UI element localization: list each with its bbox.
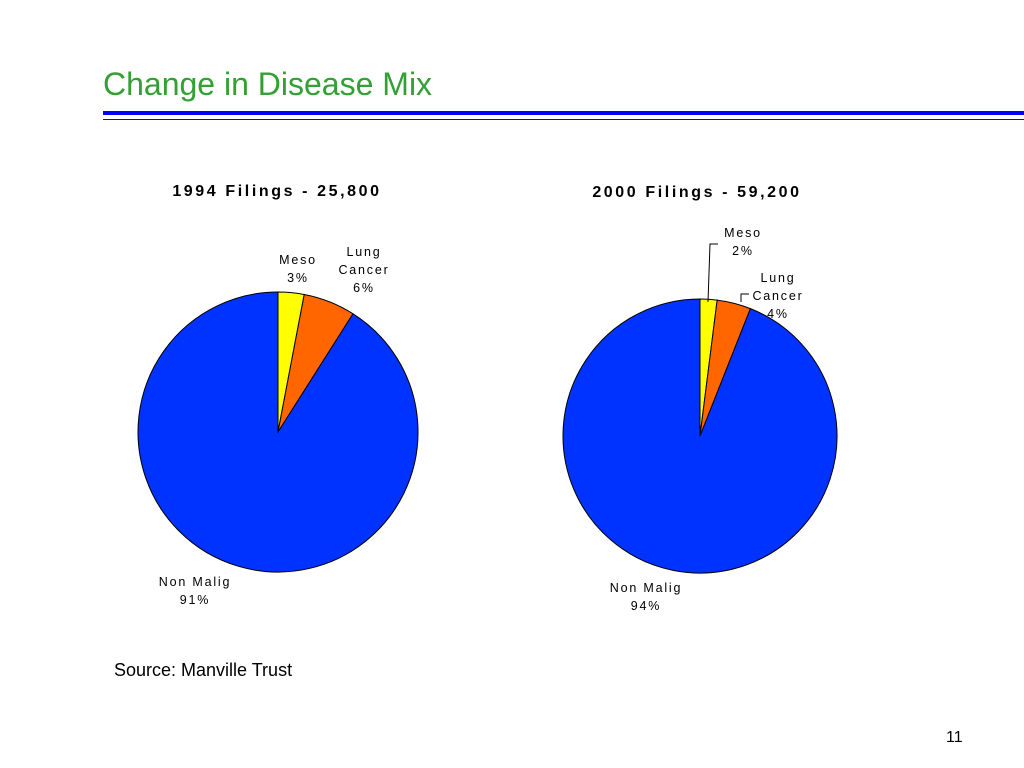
title-underline-thick — [103, 111, 1024, 115]
slice-label-non-malig: Non Malig 91% — [159, 575, 231, 607]
slice-label-meso: Meso 3% — [279, 253, 317, 285]
chart-title: 2000 Filings - 59,200 — [592, 184, 801, 201]
leader-line-lung-cancer — [740, 293, 749, 302]
slice-label-lung-cancer: Lung Cancer 4% — [752, 271, 803, 321]
slice-label-non-malig: Non Malig 94% — [610, 581, 682, 613]
slice-label-meso: Meso 2% — [724, 226, 762, 258]
source-note: Source: Manville Trust — [114, 660, 293, 680]
title-underline-thin — [103, 119, 1024, 120]
chart-title: 1994 Filings - 25,800 — [172, 183, 381, 200]
page-title: Change in Disease Mix — [103, 66, 433, 102]
leader-line-meso — [707, 243, 718, 303]
pie-slice-non-malig — [137, 291, 419, 573]
slice-label-lung-cancer: Lung Cancer 6% — [338, 245, 389, 295]
pie-chart-2: 2000 Filings - 59,200 Meso 2% Lung Cancer 4% N… — [562, 184, 838, 613]
page-number: 11 — [946, 729, 963, 746]
pie-slice-non-malig — [562, 298, 838, 574]
pie-chart-1: 1994 Filings - 25,800 Meso 3% Lung Cancer 6% N… — [137, 183, 419, 607]
